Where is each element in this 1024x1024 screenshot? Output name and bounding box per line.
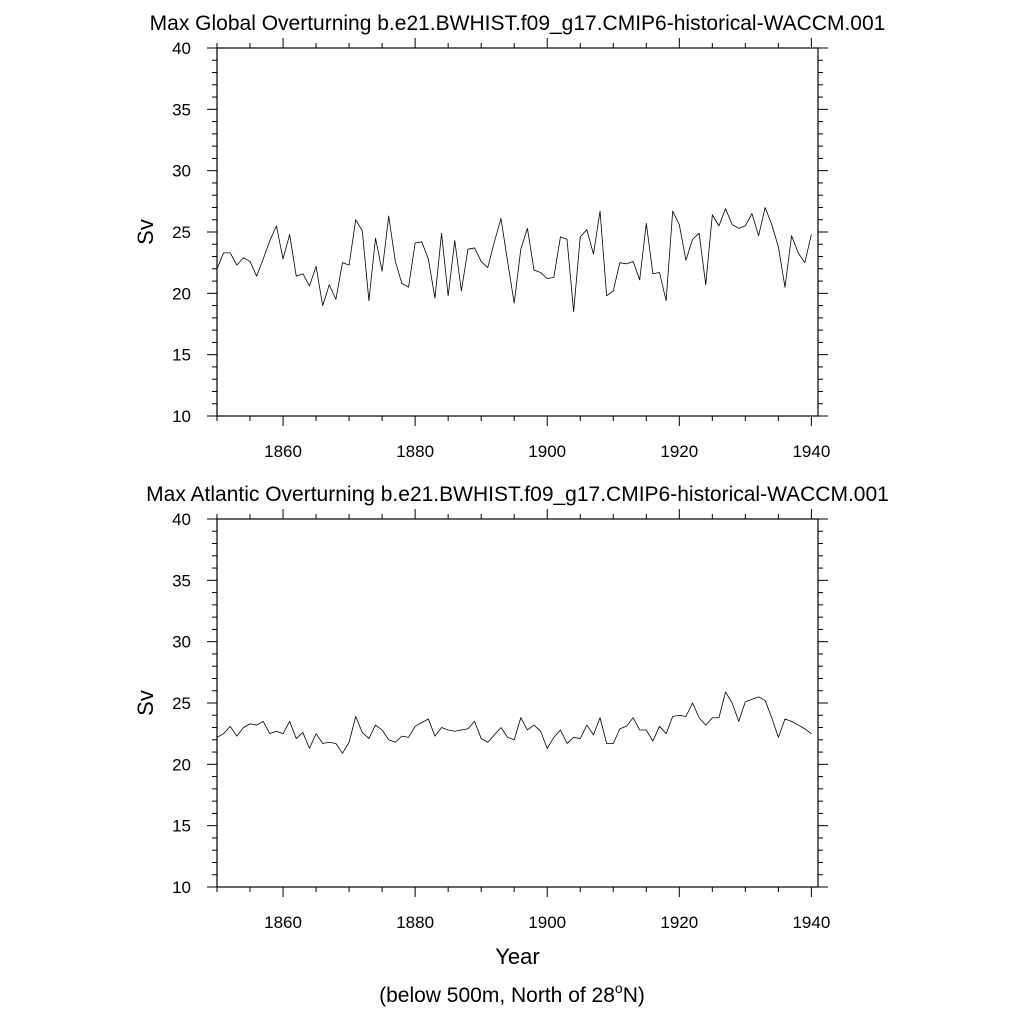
chart-panel-1: Max Global Overturning b.e21.BWHIST.f09_… (133, 12, 885, 461)
chart-title: Max Global Overturning b.e21.BWHIST.f09_… (150, 12, 886, 35)
y-tick-label: 20 (172, 284, 191, 303)
y-tick-label: 20 (172, 755, 191, 774)
x-axis-label: Year (495, 944, 539, 969)
x-tick-label: 1880 (396, 913, 434, 932)
plot-frame (216, 47, 819, 417)
y-axis-label: Sv (133, 690, 158, 716)
chart-title: Max Atlantic Overturning b.e21.BWHIST.f0… (146, 483, 889, 506)
footnote: (below 500m, North of 28oN) (379, 980, 645, 1007)
y-axis-label: Sv (133, 219, 158, 245)
y-tick-label: 25 (172, 694, 191, 713)
y-tick-label: 35 (172, 100, 191, 119)
x-tick-label: 1920 (660, 913, 698, 932)
x-tick-label: 1920 (660, 442, 698, 461)
footnote-suffix: N) (623, 984, 645, 1007)
footnote-degree-superscript: o (615, 980, 623, 996)
y-tick-label: 10 (172, 407, 191, 426)
chart-panel-2: Max Atlantic Overturning b.e21.BWHIST.f0… (133, 483, 889, 969)
y-tick-label: 35 (172, 571, 191, 590)
y-tick-label: 10 (172, 878, 191, 897)
plot-frame (216, 518, 819, 888)
y-tick-label: 25 (172, 223, 191, 242)
x-tick-label: 1880 (396, 442, 434, 461)
y-tick-label: 30 (172, 162, 191, 181)
x-tick-label: 1900 (528, 442, 566, 461)
y-tick-label: 30 (172, 633, 191, 652)
x-tick-label: 1860 (264, 913, 302, 932)
series-line (216, 691, 812, 754)
x-tick-label: 1940 (792, 913, 830, 932)
y-tick-label: 15 (172, 817, 191, 836)
y-tick-label: 40 (172, 510, 191, 529)
x-tick-label: 1940 (792, 442, 830, 461)
y-tick-label: 40 (172, 39, 191, 58)
x-tick-label: 1860 (264, 442, 302, 461)
y-tick-label: 15 (172, 346, 191, 365)
x-tick-label: 1900 (528, 913, 566, 932)
series-line (216, 207, 812, 313)
footnote-prefix: (below 500m, North of 28 (379, 984, 615, 1007)
